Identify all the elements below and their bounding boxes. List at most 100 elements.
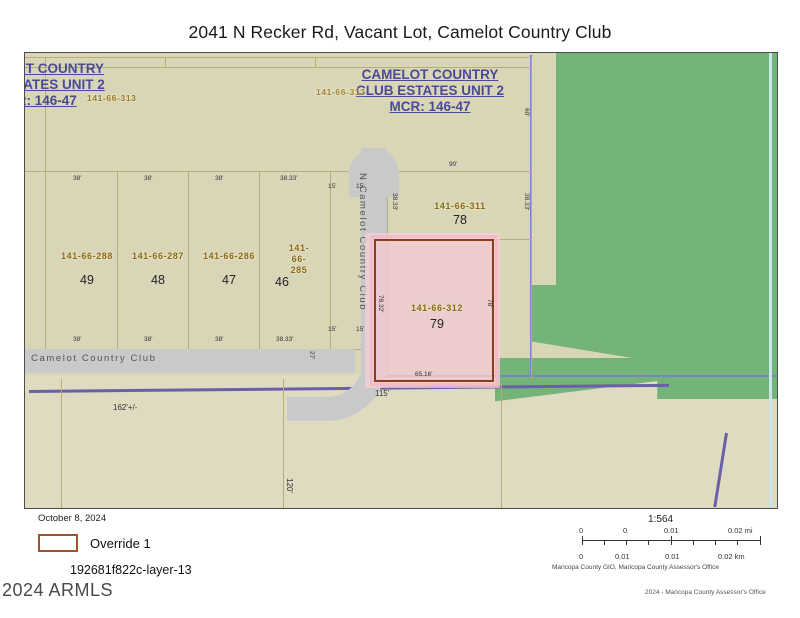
parcel-line <box>315 57 316 67</box>
parcel-line <box>387 171 532 172</box>
parcel-285-line2: 66- <box>291 254 307 264</box>
scale-tick <box>693 540 694 545</box>
legend-swatch-override <box>38 534 78 552</box>
subdivision-center-line1: CAMELOT COUNTRY <box>361 67 499 82</box>
subdivision-left-line1: LOT COUNTRY <box>25 61 104 76</box>
parcel-line <box>188 171 189 349</box>
lot-number-46: 46 <box>275 275 289 289</box>
map-legend: October 8, 2024 Override 1 192681f822c-l… <box>38 513 192 577</box>
street-label-vertical: N Camelot Country Club <box>357 173 368 312</box>
scale-tick <box>737 540 738 545</box>
legend-date: October 8, 2024 <box>38 513 107 524</box>
legend-item-override[interactable]: Override 1 <box>38 534 192 552</box>
parcel-line <box>61 379 62 508</box>
parcel-id-overlap[interactable]: 141-66-313 <box>316 87 366 97</box>
scale-attribution: Maricopa County GIO, Maricopa County Ass… <box>552 564 719 571</box>
subdivision-left-line2: STATES UNIT 2 <box>24 77 105 92</box>
lot-number-48: 48 <box>151 273 165 287</box>
legend-layer-id: 192681f822c-layer-13 <box>70 563 192 577</box>
parcel-line <box>165 57 166 67</box>
scale-bottom-label: 0.01 <box>665 552 680 561</box>
boundary-line-right-edge <box>769 53 772 508</box>
dimension-label: 38.33' <box>391 193 398 211</box>
dimension-label: 15' <box>328 183 337 190</box>
subdivision-center-line3: MCR: 146-47 <box>389 99 471 114</box>
lot-number-78: 78 <box>453 213 467 227</box>
lot-number-79: 79 <box>430 317 444 331</box>
dimension-label: 15' <box>356 183 365 190</box>
parcel-id-141-66-287[interactable]: 141-66-287 <box>131 251 185 261</box>
scale-top-label: 0.01 <box>664 526 679 535</box>
dimension-label: 60' <box>523 108 530 117</box>
dimension-label: 38.33' <box>523 193 530 211</box>
dimension-label: 38' <box>215 175 224 182</box>
scale-top-labels: 0 0 0.01 0.02 mi <box>570 526 770 536</box>
scale-tick <box>582 536 583 545</box>
highlight-halo <box>365 233 500 388</box>
subdivision-label-center: CAMELOT COUNTRY CLUB ESTATES UNIT 2 MCR:… <box>305 67 555 115</box>
lot-number-49: 49 <box>80 273 94 287</box>
parcel-line <box>283 379 284 508</box>
scale-bottom-label: 0 <box>579 552 584 561</box>
dimension-label: 115' <box>375 389 390 398</box>
scale-bottom-label: 0.01 <box>615 552 630 561</box>
scale-bottom-label: 0.02 km <box>718 552 745 561</box>
dimension-label: 162'+/- <box>113 403 138 412</box>
parcel-id-141-66-312[interactable]: 141-66-312 <box>410 303 464 313</box>
parcel-285-line3: 285 <box>290 265 308 275</box>
dimension-label: 15' <box>356 326 365 333</box>
parcel-id-141-66-285[interactable]: 141- 66- 285 <box>277 243 321 276</box>
map-canvas[interactable]: N Camelot Country Club Camelot Country C… <box>24 52 778 509</box>
parcel-line <box>531 57 532 379</box>
highlighted-parcel-141-66-312[interactable] <box>374 239 494 382</box>
scale-top-label: 0 <box>623 526 628 535</box>
parcel-line <box>25 67 531 68</box>
dimension-label: 78' <box>486 299 493 308</box>
parcel-id-141-66-288[interactable]: 141-66-288 <box>60 251 114 261</box>
land-polygon-south <box>25 375 777 508</box>
highlight-outline-pink <box>370 235 498 386</box>
dimension-label: 65.16' <box>415 371 433 378</box>
scale-ratio: 1:564 <box>648 514 674 525</box>
dimension-label: 38' <box>73 336 82 343</box>
dimension-label: 15' <box>328 326 337 333</box>
parcel-line <box>117 171 118 349</box>
parcel-id-141-66-311[interactable]: 141-66-311 <box>434 201 486 211</box>
scale-tick <box>760 536 761 545</box>
dimension-label: 38.33' <box>280 175 298 182</box>
subdivision-center-line2: CLUB ESTATES UNIT 2 <box>355 83 504 98</box>
scale-tick <box>648 540 649 545</box>
dimension-label: 38' <box>144 175 153 182</box>
scale-tick <box>626 540 627 545</box>
scale-bottom-labels: 0 0.01 0.01 0.02 km <box>570 552 770 562</box>
subdivision-left-line3: CR: 146-47 <box>25 93 77 108</box>
subdivision-label-left: LOT COUNTRY STATES UNIT 2 CR: 146-47 <box>24 61 105 109</box>
dimension-label: 78.32' <box>377 295 384 313</box>
lot-number-47: 47 <box>222 273 236 287</box>
parcel-line <box>45 57 46 349</box>
boundary-line-blue-south <box>377 375 777 381</box>
assessor-credit: 2024 - Maricopa County Assessor's Office <box>645 589 766 596</box>
cul-de-sac-bulb <box>349 149 399 197</box>
dimension-label: 90' <box>449 161 458 168</box>
dimension-label: 38' <box>215 336 224 343</box>
scale-tick <box>604 540 605 545</box>
scale-top-label: 0 <box>579 526 584 535</box>
dimension-label: 38.33' <box>276 336 294 343</box>
dimension-label: 120' <box>285 478 294 493</box>
dimension-label: 27' <box>308 351 315 360</box>
parcel-line <box>25 57 531 58</box>
page-title: 2041 N Recker Rd, Vacant Lot, Camelot Co… <box>188 22 612 42</box>
parcel-id-141-66-286[interactable]: 141-66-286 <box>202 251 256 261</box>
parcel-id-141-66-313[interactable]: 141-66-313 <box>87 93 137 103</box>
parcel-line <box>259 171 260 349</box>
street-label-horizontal: Camelot Country Club <box>31 353 157 364</box>
scale-top-label: 0.02 mi <box>728 526 753 535</box>
parcel-line <box>330 171 331 349</box>
dimension-label: 38' <box>73 175 82 182</box>
parcel-line <box>25 171 361 172</box>
legend-label-override: Override 1 <box>90 535 151 551</box>
armls-watermark: 2024 ARMLS <box>2 580 114 600</box>
scale-tick <box>671 536 672 545</box>
